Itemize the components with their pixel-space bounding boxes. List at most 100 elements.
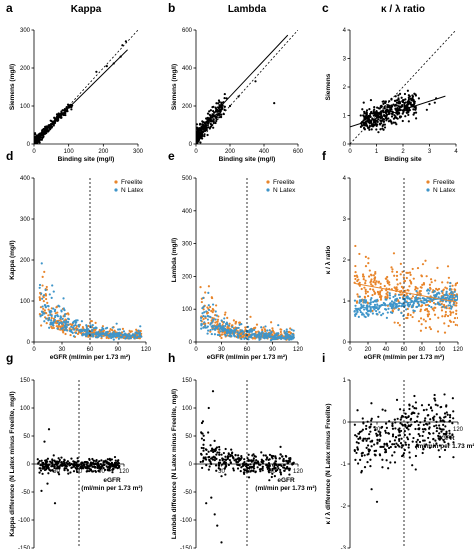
marks: [199, 285, 295, 342]
data-point-freelite: [55, 306, 58, 309]
data-point: [365, 111, 368, 114]
y-tick-label: -50: [21, 490, 30, 496]
data-point-n-latex: [209, 323, 212, 326]
data-point: [268, 479, 271, 482]
data-point: [256, 461, 259, 464]
data-point-n-latex: [287, 335, 290, 338]
data-point-freelite: [71, 323, 74, 326]
data-point-n-latex: [81, 329, 84, 333]
data-point-n-latex: [201, 312, 204, 315]
data-point-freelite: [370, 283, 373, 286]
data-point: [376, 438, 379, 441]
x-tick-label: 0: [194, 347, 198, 353]
data-point-n-latex: [448, 288, 451, 291]
data-point-n-latex: [73, 324, 76, 327]
data-point: [68, 461, 71, 465]
data-point-freelite: [380, 289, 383, 292]
data-point: [437, 449, 440, 452]
data-point-n-latex: [139, 325, 142, 328]
data-point-n-latex: [118, 328, 122, 331]
data-point: [285, 459, 288, 462]
data-point-n-latex: [207, 308, 211, 312]
data-point-n-latex: [48, 311, 52, 314]
data-point-n-latex: [357, 315, 360, 318]
data-point: [76, 470, 79, 474]
data-point: [380, 105, 383, 108]
data-point: [283, 469, 286, 472]
x-tick-label: 30: [218, 469, 225, 475]
data-point-n-latex: [69, 329, 72, 332]
data-point-n-latex: [75, 328, 79, 331]
data-point-freelite: [406, 316, 409, 320]
data-point: [369, 430, 372, 433]
data-point-n-latex: [207, 329, 210, 332]
data-point: [200, 453, 203, 456]
y-tick-label: 1: [343, 114, 347, 120]
data-point: [267, 471, 271, 474]
data-point: [374, 120, 377, 124]
data-point-freelite: [421, 283, 424, 286]
data-point-n-latex: [226, 323, 229, 326]
data-point: [381, 466, 384, 469]
data-point: [411, 94, 414, 97]
data-point-n-latex: [422, 301, 425, 304]
data-point: [423, 445, 426, 448]
data-point-n-latex: [438, 303, 441, 306]
data-point-freelite: [210, 309, 213, 313]
data-point: [62, 460, 65, 463]
data-point: [218, 458, 221, 462]
data-point-freelite: [102, 334, 105, 337]
x-tick-label: 90: [115, 347, 122, 353]
data-point: [373, 449, 376, 453]
data-point: [448, 432, 451, 435]
data-point-freelite: [354, 264, 357, 268]
data-point-n-latex: [392, 295, 395, 299]
data-point-n-latex: [119, 335, 123, 338]
data-point: [111, 471, 114, 474]
data-point-n-latex: [258, 333, 261, 336]
x-axis-label: eGFR: [103, 477, 121, 484]
x-tick-label: 90: [269, 469, 276, 475]
data-point-n-latex: [388, 294, 392, 297]
data-point: [398, 106, 401, 109]
data-point: [385, 115, 388, 119]
data-point-freelite: [354, 244, 357, 248]
data-point-freelite: [50, 316, 53, 320]
data-point-n-latex: [368, 302, 371, 305]
data-point-n-latex: [131, 333, 135, 336]
data-point: [87, 470, 91, 473]
data-point: [362, 422, 365, 425]
data-point-n-latex: [203, 321, 206, 324]
data-point-freelite: [446, 281, 449, 284]
panel-title: Lambda: [228, 4, 267, 15]
y-tick-label: 0: [27, 142, 31, 148]
data-point: [376, 120, 379, 124]
x-tick-label: 600: [293, 149, 304, 155]
data-point: [368, 108, 371, 111]
data-point: [46, 482, 49, 485]
data-point: [359, 125, 363, 128]
data-point: [94, 462, 97, 465]
data-point: [443, 448, 447, 452]
data-point: [396, 417, 399, 420]
data-point-freelite: [364, 288, 367, 291]
data-point-freelite: [399, 273, 402, 276]
data-point-freelite: [443, 322, 446, 325]
data-point-freelite: [356, 293, 359, 296]
data-point-freelite: [362, 275, 365, 278]
data-point-n-latex: [437, 296, 440, 299]
data-point: [70, 108, 73, 111]
data-point: [379, 434, 382, 437]
data-point: [396, 444, 400, 447]
data-point-n-latex: [236, 331, 239, 334]
data-point-freelite: [108, 329, 111, 333]
data-point: [403, 103, 406, 106]
data-point-n-latex: [232, 331, 235, 334]
data-point: [196, 136, 199, 140]
data-point-freelite: [420, 323, 423, 326]
x-axis-label: eGFR (ml/min per 1.73 m²): [50, 354, 131, 361]
data-point: [113, 455, 117, 459]
data-point-n-latex: [355, 312, 358, 315]
